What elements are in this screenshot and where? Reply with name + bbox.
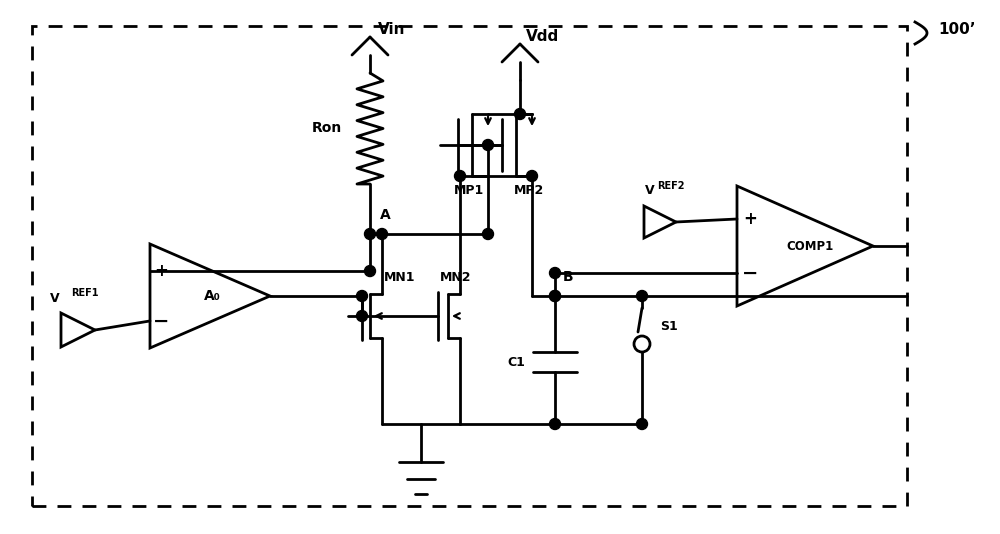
Text: +: + <box>743 210 757 228</box>
Text: A: A <box>380 208 391 222</box>
Circle shape <box>482 229 494 240</box>
Circle shape <box>364 265 376 277</box>
Text: COMP1: COMP1 <box>786 240 834 253</box>
Text: B: B <box>563 270 574 284</box>
Circle shape <box>356 290 368 302</box>
Circle shape <box>550 419 560 429</box>
Text: V: V <box>645 185 655 198</box>
Circle shape <box>482 139 494 151</box>
Circle shape <box>454 170 466 182</box>
Circle shape <box>356 310 368 321</box>
Circle shape <box>637 290 648 302</box>
Text: Vin: Vin <box>378 21 406 36</box>
Text: MP2: MP2 <box>514 185 544 198</box>
Circle shape <box>364 229 376 240</box>
Text: REF2: REF2 <box>657 181 684 191</box>
Text: S1: S1 <box>660 319 678 333</box>
Text: 100’: 100’ <box>938 21 976 36</box>
Text: REF1: REF1 <box>71 288 98 298</box>
Text: C1: C1 <box>507 356 525 368</box>
Circle shape <box>514 108 526 120</box>
Circle shape <box>550 268 560 279</box>
Text: MN2: MN2 <box>440 271 472 285</box>
Circle shape <box>376 229 388 240</box>
Text: V: V <box>50 293 60 305</box>
Text: Vdd: Vdd <box>526 28 559 43</box>
Text: −: − <box>742 263 758 282</box>
Text: MP1: MP1 <box>454 185 484 198</box>
Text: +: + <box>154 262 168 280</box>
Text: MN1: MN1 <box>384 271 416 285</box>
Circle shape <box>526 170 538 182</box>
Circle shape <box>637 419 648 429</box>
Circle shape <box>550 290 560 302</box>
Text: Ron: Ron <box>312 122 342 136</box>
Text: −: − <box>153 311 169 331</box>
Text: A₀: A₀ <box>204 289 220 303</box>
Bar <box>32 26 907 506</box>
Circle shape <box>550 290 560 302</box>
